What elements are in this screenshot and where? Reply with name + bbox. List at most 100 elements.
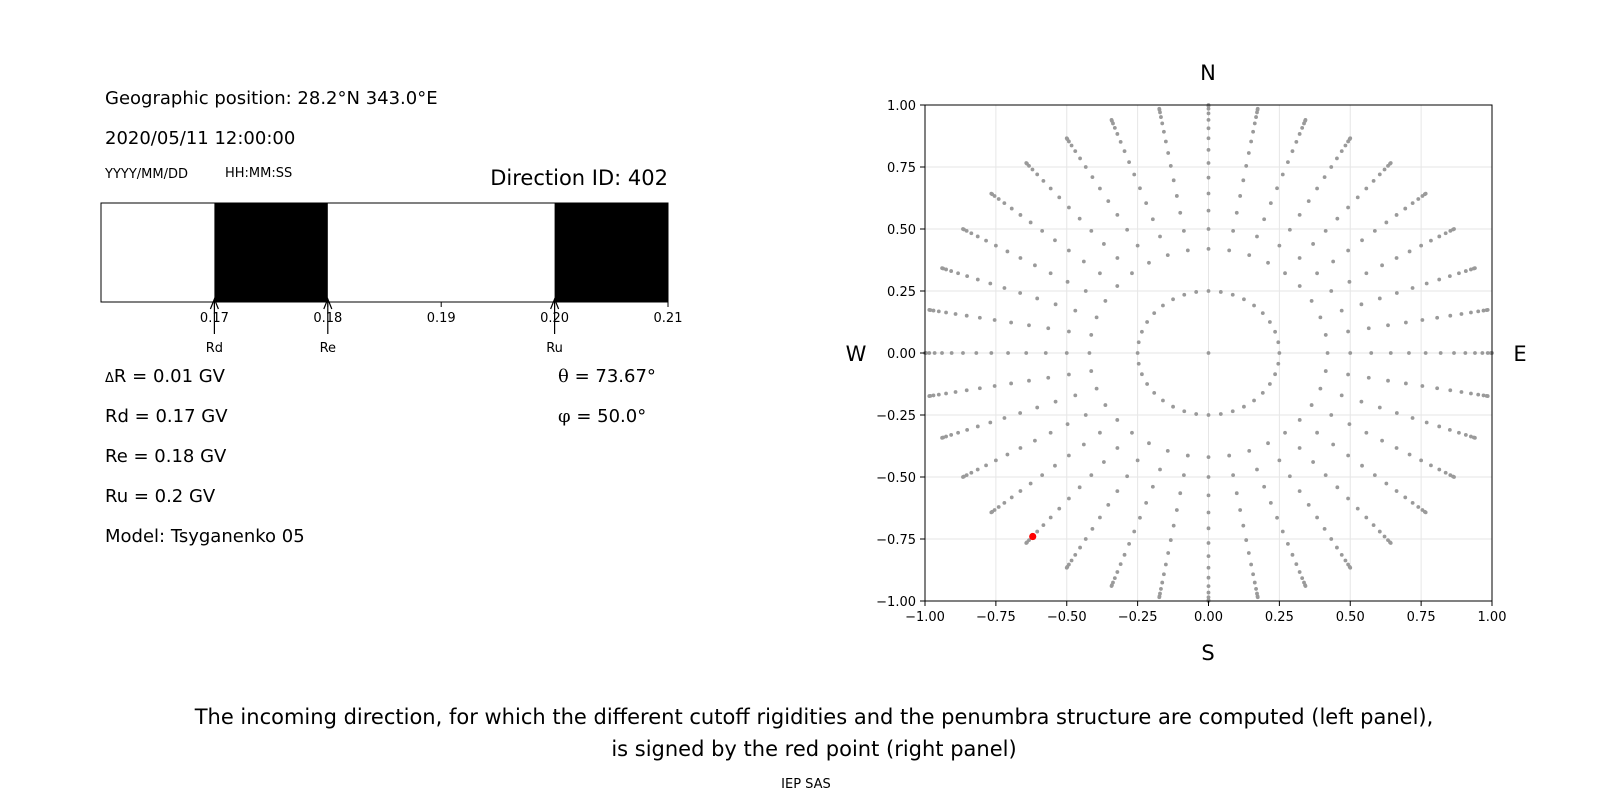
direction-point [1277, 351, 1282, 355]
direction-point [1403, 381, 1408, 386]
direction-point [1420, 318, 1425, 322]
x-tick-label: −0.75 [976, 610, 1016, 625]
directions-scatter-plot: −1.00−1.00 −0.75 −0.75 −0.50 −0.50 −0.25 −0.25… [876, 99, 1506, 625]
direction-point [977, 315, 982, 320]
direction-point [1073, 552, 1078, 557]
direction-point [1118, 562, 1123, 567]
direction-point [969, 470, 974, 475]
date-time: 2020/05/11 12:00:00 [105, 128, 295, 149]
direction-point [1106, 199, 1111, 204]
direction-point [1018, 446, 1023, 450]
direction-point [1206, 227, 1211, 231]
direction-point [1481, 393, 1486, 398]
direction-point [1473, 351, 1477, 355]
direction-point [1069, 143, 1074, 148]
direction-point [1438, 351, 1443, 355]
direction-point [1325, 351, 1330, 355]
direction-point [1335, 545, 1339, 550]
direction-point [1158, 467, 1162, 472]
model-line: Model: Tsyganenko 05 [105, 526, 305, 547]
direction-point [1315, 271, 1319, 276]
date-format-label: YYYY/MM/DD [104, 167, 188, 182]
direction-point [1360, 463, 1364, 468]
direction-point [1268, 500, 1273, 505]
direction-point [1028, 220, 1033, 225]
y-tick-label: 0.75 [887, 161, 916, 176]
direction-point [1206, 246, 1211, 251]
direction-point [1098, 515, 1102, 520]
direction-point [1144, 201, 1149, 206]
direction-point [1473, 435, 1477, 440]
direction-point [1348, 136, 1353, 141]
direction-point [1419, 243, 1424, 248]
direction-point [1152, 311, 1157, 316]
direction-point [1447, 427, 1452, 432]
direction-point [940, 266, 944, 271]
direction-point [1161, 398, 1165, 403]
direction-point [1377, 529, 1382, 534]
direction-point [1101, 460, 1106, 464]
direction-point [1280, 529, 1285, 534]
direction-point [1410, 416, 1415, 420]
direction-point [1145, 382, 1150, 386]
direction-point [1112, 125, 1117, 130]
direction-point [1002, 416, 1007, 420]
direction-point [1065, 279, 1070, 284]
direction-point [1394, 213, 1399, 217]
direction-point [1463, 433, 1468, 437]
direction-point [1266, 441, 1270, 446]
direction-point [1206, 191, 1211, 196]
direction-point [1138, 515, 1142, 520]
y-tick-label: 0.00 [887, 347, 916, 362]
marker-label: Rd [206, 341, 223, 356]
direction-point [989, 191, 994, 196]
direction-point [1147, 441, 1151, 446]
direction-point [1394, 411, 1399, 415]
direction-point [1130, 430, 1134, 435]
phi-line: φ = 50.0° [558, 406, 646, 427]
direction-point [1287, 227, 1292, 232]
y-tick-label: −1.00 [876, 595, 916, 610]
direction-point [1078, 156, 1082, 161]
direction-point [1139, 329, 1144, 334]
direction-point [1094, 315, 1099, 320]
direction-point [1185, 453, 1190, 458]
direction-point [1206, 526, 1211, 531]
direction-point [1163, 562, 1168, 567]
direction-point [1159, 587, 1163, 591]
direction-point [1065, 422, 1070, 427]
direction-point [1242, 297, 1246, 302]
direction-point [1206, 590, 1211, 595]
direction-point [975, 234, 980, 239]
delta-symbol: Δ [105, 371, 114, 386]
penumbra-bar: 0.17 0.18 0.19 0.20 0.21 Rd Re Ru [100, 202, 682, 356]
direction-point [1206, 475, 1211, 479]
direction-point [969, 231, 974, 236]
direction-point [1360, 238, 1364, 243]
direction-point [1027, 378, 1031, 383]
direction-point [1067, 372, 1071, 377]
direction-point [1457, 271, 1461, 276]
y-tick-label: −0.25 [876, 409, 916, 424]
direction-point [1403, 320, 1408, 325]
direction-point [1166, 151, 1171, 155]
direction-point [1241, 178, 1246, 183]
direction-point [1469, 310, 1473, 315]
direction-point [1300, 125, 1305, 130]
direction-point [1435, 315, 1440, 320]
direction-point [1122, 552, 1127, 557]
direction-point [1469, 391, 1473, 396]
direction-point [1081, 259, 1086, 264]
direction-point [964, 313, 969, 318]
direction-point [1136, 340, 1141, 345]
direction-point [1249, 562, 1254, 567]
direction-point [1035, 296, 1040, 301]
direction-point [1138, 186, 1142, 191]
direction-point [931, 393, 936, 398]
direction-point [936, 309, 941, 314]
theta-line: θ = 73.67° [558, 366, 656, 387]
direction-point [1227, 453, 1232, 458]
direction-point [1315, 515, 1319, 520]
direction-point [1115, 256, 1120, 260]
direction-point [1267, 382, 1272, 386]
